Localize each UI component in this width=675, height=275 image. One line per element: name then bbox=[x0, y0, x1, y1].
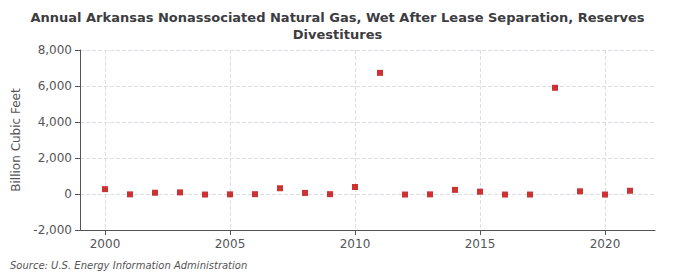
svg-text:-2,000: -2,000 bbox=[33, 223, 72, 237]
svg-text:Divestitures: Divestitures bbox=[293, 27, 383, 42]
svg-text:2005: 2005 bbox=[215, 237, 246, 251]
svg-text:0: 0 bbox=[64, 187, 72, 201]
svg-text:2020: 2020 bbox=[590, 237, 621, 251]
svg-text:2015: 2015 bbox=[465, 237, 496, 251]
svg-text:4,000: 4,000 bbox=[38, 115, 72, 129]
svg-text:6,000: 6,000 bbox=[38, 79, 72, 93]
svg-text:2000: 2000 bbox=[90, 237, 121, 251]
svg-text:2010: 2010 bbox=[340, 237, 371, 251]
svg-text:8,000: 8,000 bbox=[38, 43, 72, 57]
svg-text:2,000: 2,000 bbox=[38, 151, 72, 165]
svg-text:Annual Arkansas Nonassociated: Annual Arkansas Nonassociated Natural Ga… bbox=[30, 10, 644, 25]
svg-text:Source: U.S. Energy Informatio: Source: U.S. Energy Information Administ… bbox=[10, 260, 247, 271]
svg-text:Billion Cubic Feet: Billion Cubic Feet bbox=[9, 88, 23, 192]
